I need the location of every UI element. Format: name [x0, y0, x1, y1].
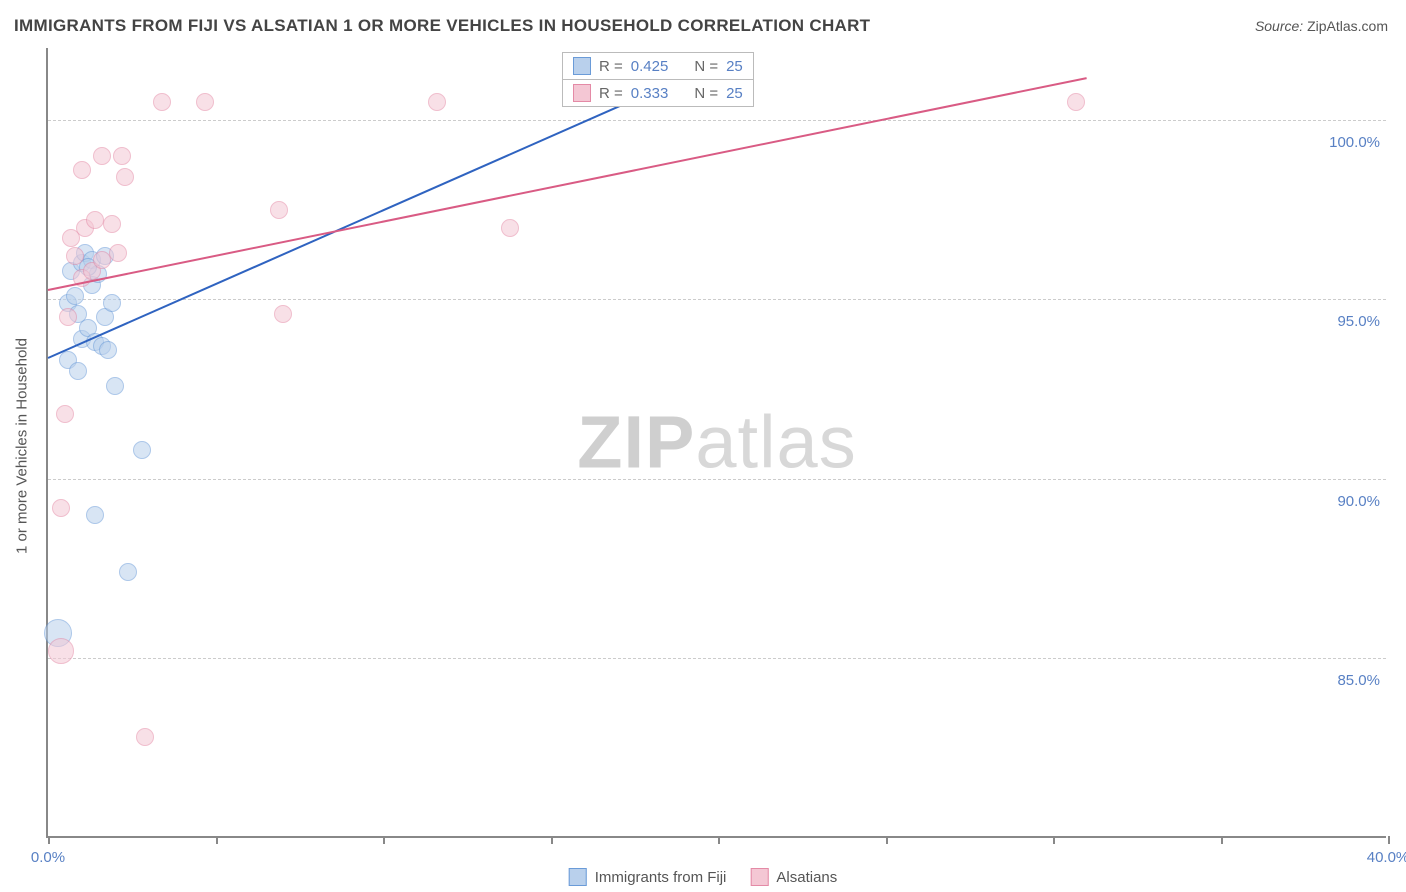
y-tick-label: 100.0%	[1329, 134, 1380, 151]
gridline-h	[48, 120, 1386, 121]
x-tick-label: 0.0%	[31, 849, 65, 866]
scatter-point	[66, 247, 84, 265]
r-label: R =	[599, 58, 623, 75]
r-value: 0.333	[631, 85, 669, 102]
legend-stats-row: R = 0.333 N = 25	[563, 80, 753, 106]
y-tick-label: 90.0%	[1337, 493, 1380, 510]
legend-label: Immigrants from Fiji	[595, 869, 727, 886]
legend-swatch	[573, 57, 591, 75]
scatter-point	[66, 287, 84, 305]
chart-container: IMMIGRANTS FROM FIJI VS ALSATIAN 1 OR MO…	[0, 0, 1406, 892]
scatter-point	[116, 168, 134, 186]
scatter-point	[103, 215, 121, 233]
r-value: 0.425	[631, 58, 669, 75]
y-tick-label: 95.0%	[1337, 313, 1380, 330]
scatter-point	[62, 229, 80, 247]
n-label: N =	[694, 58, 718, 75]
scatter-point	[48, 638, 74, 664]
scatter-point	[109, 244, 127, 262]
y-tick-label: 85.0%	[1337, 672, 1380, 689]
bottom-legend-item: Alsatians	[750, 868, 837, 886]
gridline-h	[48, 658, 1386, 659]
scatter-point	[270, 201, 288, 219]
scatter-point	[119, 563, 137, 581]
scatter-point	[73, 161, 91, 179]
scatter-point	[93, 147, 111, 165]
x-tick-label: 40.0%	[1367, 849, 1406, 866]
x-tick-mark	[1221, 836, 1223, 844]
x-tick-mark	[718, 836, 720, 844]
scatter-point	[1067, 93, 1085, 111]
n-label: N =	[694, 85, 718, 102]
scatter-point	[113, 147, 131, 165]
x-tick-mark	[551, 836, 553, 844]
scatter-point	[501, 219, 519, 237]
x-tick-mark	[383, 836, 385, 844]
scatter-point	[106, 377, 124, 395]
scatter-point	[56, 405, 74, 423]
watermark-right: atlas	[695, 401, 856, 484]
scatter-point	[196, 93, 214, 111]
chart-title: IMMIGRANTS FROM FIJI VS ALSATIAN 1 OR MO…	[14, 16, 870, 36]
r-label: R =	[599, 85, 623, 102]
plot-area: ZIPatlas 85.0%90.0%95.0%100.0%0.0%40.0%	[46, 48, 1386, 838]
scatter-point	[69, 362, 87, 380]
n-value: 25	[726, 85, 743, 102]
legend-swatch	[569, 868, 587, 886]
x-tick-mark	[216, 836, 218, 844]
source-value: ZipAtlas.com	[1307, 18, 1388, 34]
trend-line	[48, 91, 652, 359]
x-tick-mark	[48, 836, 50, 844]
legend-stats-row: R = 0.425 N = 25	[563, 53, 753, 80]
scatter-point	[86, 211, 104, 229]
y-axis-label: 1 or more Vehicles in Household	[14, 338, 31, 554]
source-label: Source:	[1255, 18, 1303, 34]
watermark: ZIPatlas	[577, 400, 856, 485]
scatter-point	[59, 308, 77, 326]
gridline-h	[48, 299, 1386, 300]
legend-stats-box: R = 0.425 N = 25 R = 0.333 N = 25	[562, 52, 754, 107]
scatter-point	[428, 93, 446, 111]
scatter-point	[52, 499, 70, 517]
scatter-point	[274, 305, 292, 323]
n-value: 25	[726, 58, 743, 75]
legend-swatch	[573, 84, 591, 102]
legend-swatch	[750, 868, 768, 886]
chart-source: Source: ZipAtlas.com	[1255, 18, 1388, 34]
bottom-legend: Immigrants from Fiji Alsatians	[569, 868, 838, 886]
scatter-point	[136, 728, 154, 746]
scatter-point	[103, 294, 121, 312]
gridline-h	[48, 479, 1386, 480]
bottom-legend-item: Immigrants from Fiji	[569, 868, 727, 886]
scatter-point	[93, 251, 111, 269]
x-tick-mark	[1388, 836, 1390, 844]
x-tick-mark	[886, 836, 888, 844]
scatter-point	[133, 441, 151, 459]
legend-label: Alsatians	[776, 869, 837, 886]
scatter-point	[153, 93, 171, 111]
watermark-left: ZIP	[577, 401, 695, 484]
x-tick-mark	[1053, 836, 1055, 844]
scatter-point	[99, 341, 117, 359]
scatter-point	[86, 506, 104, 524]
